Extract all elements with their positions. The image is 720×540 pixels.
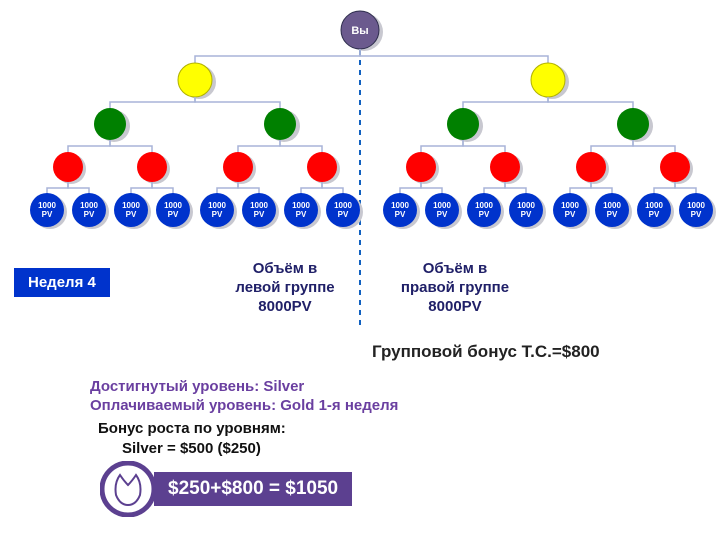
vol-line: 8000PV	[210, 298, 360, 317]
leaf-row: 1000PV 1000PV 1000PV 1000PV 1000PV 1000P…	[30, 193, 716, 229]
svg-text:PV: PV	[521, 210, 532, 219]
svg-text:1000: 1000	[687, 201, 705, 210]
level-lines: Достигнутый уровень: Silver Оплачиваемый…	[90, 378, 398, 414]
svg-text:PV: PV	[479, 210, 490, 219]
svg-text:1000: 1000	[250, 201, 268, 210]
svg-text:1000: 1000	[517, 201, 535, 210]
l2-node	[94, 108, 130, 142]
svg-text:1000: 1000	[475, 201, 493, 210]
svg-text:PV: PV	[212, 210, 223, 219]
svg-text:1000: 1000	[292, 201, 310, 210]
l1-node	[178, 63, 216, 99]
svg-text:1000: 1000	[164, 201, 182, 210]
svg-text:PV: PV	[254, 210, 265, 219]
svg-text:1000: 1000	[38, 201, 56, 210]
l3-node	[223, 152, 256, 184]
svg-text:PV: PV	[437, 210, 448, 219]
l3-node	[660, 152, 693, 184]
svg-text:PV: PV	[395, 210, 406, 219]
group-bonus: Групповой бонус Т.С.=$800	[372, 342, 600, 362]
l2-node	[447, 108, 483, 142]
l3-node	[490, 152, 523, 184]
vol-line: Объём в	[370, 260, 540, 279]
mascot-icon	[100, 461, 156, 517]
svg-text:PV: PV	[296, 210, 307, 219]
svg-text:1000: 1000	[645, 201, 663, 210]
l3-node	[307, 152, 340, 184]
calc-text: $250+$800 = $1050	[168, 478, 338, 500]
svg-text:Вы: Вы	[351, 25, 368, 37]
svg-text:PV: PV	[649, 210, 660, 219]
svg-text:1000: 1000	[334, 201, 352, 210]
week-badge: Неделя 4	[14, 268, 110, 297]
vol-line: Объём в	[210, 260, 360, 279]
svg-text:1000: 1000	[561, 201, 579, 210]
svg-text:PV: PV	[565, 210, 576, 219]
left-volume: Объём в левой группе 8000PV	[210, 260, 360, 316]
svg-text:PV: PV	[607, 210, 618, 219]
l3-node	[406, 152, 439, 184]
silver-value: Silver = $500 ($250)	[122, 440, 261, 457]
level-paid: Оплачиваемый уровень: Gold 1-я неделя	[90, 397, 398, 414]
svg-text:1000: 1000	[603, 201, 621, 210]
root-node: Вы	[341, 11, 383, 51]
svg-text:PV: PV	[691, 210, 702, 219]
l1-node	[531, 63, 569, 99]
level-achieved: Достигнутый уровень: Silver	[90, 378, 398, 395]
svg-text:1000: 1000	[80, 201, 98, 210]
growth-bonus-title: Бонус роста по уровням:	[98, 420, 286, 437]
l2-node	[264, 108, 300, 142]
vol-line: левой группе	[210, 279, 360, 298]
vol-line: правой группе	[370, 279, 540, 298]
l3-node	[576, 152, 609, 184]
calc-bar: $250+$800 = $1050	[154, 472, 352, 506]
svg-text:PV: PV	[126, 210, 137, 219]
right-volume: Объём в правой группе 8000PV	[370, 260, 540, 316]
svg-text:1000: 1000	[391, 201, 409, 210]
svg-text:PV: PV	[84, 210, 95, 219]
svg-text:1000: 1000	[433, 201, 451, 210]
svg-text:PV: PV	[42, 210, 53, 219]
svg-text:PV: PV	[168, 210, 179, 219]
l3-node	[53, 152, 86, 184]
vol-line: 8000PV	[370, 298, 540, 317]
svg-text:1000: 1000	[122, 201, 140, 210]
svg-text:PV: PV	[338, 210, 349, 219]
l2-node	[617, 108, 653, 142]
svg-text:1000: 1000	[208, 201, 226, 210]
binary-tree: Вы 1000PV 1000PV 1	[0, 0, 720, 250]
l3-node	[137, 152, 170, 184]
